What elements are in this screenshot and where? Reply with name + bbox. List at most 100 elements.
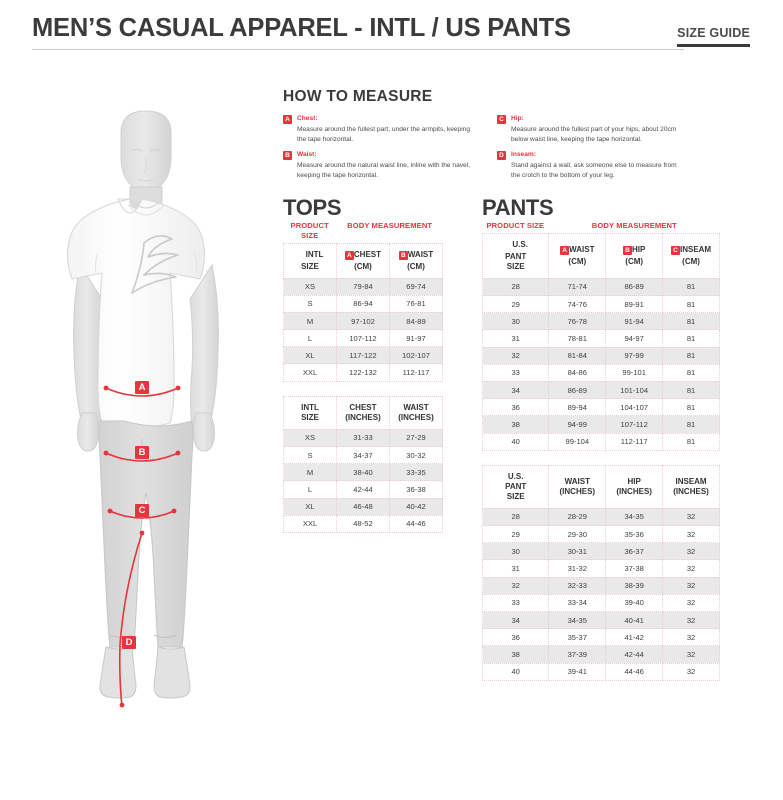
- table-row: XL 46-48 40-42: [283, 497, 444, 516]
- table-row: M 97-102 84-89: [283, 311, 444, 331]
- pants-in-value-cell: 30-31: [548, 542, 607, 561]
- table-row: 33 84-86 99-101 81: [481, 363, 720, 382]
- pants-in-value-cell: 35-37: [548, 628, 607, 647]
- pants-cm-size-cell: 40: [481, 432, 550, 451]
- table-row: L 42-44 36-38: [283, 480, 444, 499]
- pants-in-value-cell: 37-39: [548, 645, 607, 664]
- pants-cm-value-cell: 104-107: [605, 398, 664, 417]
- tops-in-size-cell: S: [283, 446, 337, 465]
- pants-cm-value-cell: 81: [662, 380, 720, 400]
- table-row: 29 74-76 89-91 81: [481, 294, 720, 314]
- pants-in-value-cell: 34-35: [548, 610, 607, 630]
- pants-cm-value-cell: 81: [662, 277, 720, 297]
- pants-in-value-cell: 36-37: [605, 542, 664, 561]
- pants-cm-value-cell: 81: [662, 398, 720, 417]
- pants-cm-value-cell: 81: [662, 415, 720, 434]
- pants-in-value-cell: 38-39: [605, 576, 664, 595]
- inseam-badge-icon: D: [497, 151, 506, 161]
- table-row: 32 32-33 38-39 32: [481, 576, 720, 595]
- pants-in-value-cell: 28-29: [548, 507, 607, 527]
- tops-cm-body: XS 79-84 69-74 S 86-94 76-81 M 97-102 84-89 L 107-…: [283, 277, 444, 382]
- how-to-measure-item-inseam: D Inseam: Stand against a wall, ask some…: [497, 150, 687, 182]
- tops-cm-size-cell: XS: [283, 277, 337, 296]
- measure-badge-b-icon: B: [398, 250, 408, 260]
- table-header-row: AU.S.PANTSIZEAWAIST(CM)BHIP(CM)CINSEAM(C…: [481, 232, 720, 279]
- tops-cm-value-cell: 69-74: [388, 277, 444, 296]
- pants-in-size-cell: 32: [481, 576, 550, 595]
- pants-in-value-cell: 37-38: [605, 559, 664, 578]
- tops-cm-value-cell: 97-102: [335, 311, 390, 331]
- measurement-figure: A B C D: [18, 95, 276, 715]
- pants-cm-value-cell: 74-76: [548, 294, 607, 314]
- table-row: 31 31-32 37-38 32: [481, 559, 720, 578]
- pants-cm-value-cell: 81: [662, 312, 720, 331]
- page-header: MEN’S CASUAL APPAREL - INTL / US PANTS S…: [0, 0, 783, 60]
- tops-in-size-cell: XS: [283, 428, 337, 448]
- male-figure-illustration: [66, 110, 219, 708]
- pants-cm-value-cell: 81-84: [548, 346, 607, 365]
- measure-badge-c-icon: C: [670, 245, 680, 255]
- table-row: XXL 48-52 44-46: [283, 514, 444, 533]
- tops-table-section: TOPS PRODUCT SIZE BODY MEASUREMENT AINTL…: [283, 195, 444, 533]
- table-header-row: U.S. PANT SIZE WAIST (INCHES) HIP (INCHES) INSE…: [481, 464, 720, 509]
- tops-in-value-cell: 44-46: [388, 514, 444, 533]
- tops-cm-value-cell: 79-84: [335, 277, 390, 296]
- tops-cm-col-chest-cm: A CHEST (CM): [335, 242, 390, 279]
- pants-in-value-cell: 32-33: [548, 576, 607, 595]
- figure-marker-a: A: [135, 381, 149, 394]
- tops-inches-body: XS 31-33 27-29 S 34-37 30-32 M 38-40 33-35 L 42-44…: [283, 428, 444, 533]
- pants-in-value-cell: 32: [662, 576, 720, 595]
- table-row: 28 28-29 34-35 32: [481, 507, 720, 527]
- table-row: 29 29-30 35-36 32: [481, 525, 720, 544]
- pants-in-value-cell: 32: [662, 628, 720, 647]
- table-row: 36 35-37 41-42 32: [481, 628, 720, 647]
- tops-cm-value-cell: 112-117: [388, 363, 444, 382]
- pants-cm-value-cell: 86-89: [548, 380, 607, 400]
- pants-in-size-cell: 34: [481, 610, 550, 630]
- table-row: S 34-37 30-32: [283, 446, 444, 465]
- tops-in-value-cell: 34-37: [335, 446, 390, 465]
- tops-in-size-cell: XXL: [283, 514, 337, 533]
- waist-term: Waist:: [297, 151, 317, 159]
- page-title: MEN’S CASUAL APPAREL - INTL / US PANTS: [32, 14, 571, 42]
- pants-cm-value-cell: 81: [662, 346, 720, 365]
- chest-badge-icon: A: [283, 115, 292, 124]
- measure-badge-a-icon: A: [344, 250, 354, 260]
- pants-in-value-cell: 32: [662, 610, 720, 630]
- table-row: 40 39-41 44-46 32: [481, 662, 720, 681]
- pants-in-value-cell: 42-44: [605, 645, 664, 664]
- pants-in-size-cell: 33: [481, 593, 550, 613]
- pants-inches-head: U.S. PANT SIZE WAIST (INCHES) HIP (INCHES) INSE…: [481, 464, 720, 509]
- pants-in-size-cell: 31: [481, 559, 550, 578]
- tops-cm-col-intl-size: AINTLSIZE: [283, 242, 337, 279]
- inseam-term: Inseam:: [511, 151, 536, 159]
- pants-in-col-waist-inches: WAIST (INCHES): [548, 464, 607, 509]
- pants-spacer: [482, 450, 720, 466]
- header-divider: [32, 49, 684, 50]
- tops-cm-value-cell: 84-89: [388, 311, 444, 331]
- pants-in-size-cell: 36: [481, 628, 550, 647]
- tops-in-size-cell: L: [283, 480, 337, 499]
- pants-cm-value-cell: 107-112: [605, 415, 664, 434]
- pants-table-section: PANTS PRODUCT SIZE BODY MEASUREMENT AU.S…: [481, 196, 720, 681]
- pants-in-size-cell: 38: [481, 645, 550, 664]
- pants-cm-col-hip-cm: B HIP (CM): [605, 232, 664, 279]
- tops-product-size-header: PRODUCT SIZE: [290, 221, 329, 240]
- pants-body-measurement-header: BODY MEASUREMENT: [591, 221, 677, 231]
- pants-cm-value-cell: 99-104: [548, 432, 607, 451]
- tops-in-col-chest-inches: CHEST (INCHES): [335, 395, 390, 430]
- tops-cm-value-cell: 86-94: [335, 294, 390, 313]
- tops-in-value-cell: 40-42: [388, 497, 444, 516]
- tops-cm-value-cell: 102-107: [388, 346, 444, 365]
- tops-in-value-cell: 46-48: [335, 497, 390, 516]
- hip-term: Hip:: [511, 115, 524, 122]
- tops-title: TOPS: [283, 195, 342, 220]
- tops-body-measurement-header: BODY MEASUREMENT: [347, 221, 433, 231]
- tops-cm-value-cell: 122-132: [335, 363, 390, 382]
- pants-in-size-cell: 30: [481, 542, 550, 561]
- size-guide-tab[interactable]: SIZE GUIDE: [677, 26, 750, 47]
- size-guide-label: SIZE GUIDE: [677, 26, 750, 40]
- pants-cm-col-waist-cm: A WAIST (CM): [548, 232, 607, 279]
- pants-cm-value-cell: 86-89: [605, 277, 664, 297]
- pants-in-col-hip-inches: HIP (INCHES): [605, 464, 664, 509]
